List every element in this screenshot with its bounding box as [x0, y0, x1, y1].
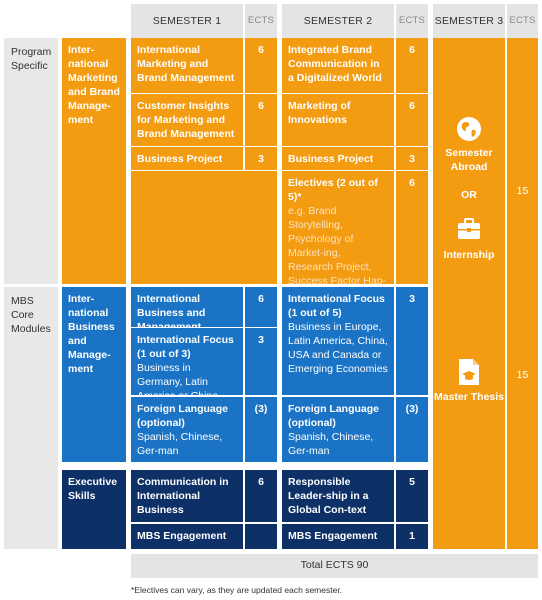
- ects-s2-business-project: 3: [396, 146, 428, 170]
- internship-label: Internship: [443, 249, 495, 261]
- master-thesis-label: Master Thesis: [433, 391, 505, 403]
- module-s1-communication: Communication in International Business: [131, 470, 243, 522]
- row-label-mbs-core: MBS Core Modules: [4, 287, 58, 549]
- ects-s1-communication: 6: [245, 470, 277, 522]
- track-executive-skills: Executive Skills: [62, 470, 126, 549]
- module-s1-foreign-language: Foreign Language (optional) Spanish, Chi…: [131, 396, 243, 462]
- ects-s1-intl-marketing: 6: [245, 38, 277, 94]
- module-s1-customer-insights: Customer Insights for Marketing and Bran…: [131, 93, 243, 146]
- header-ects-2: ECTS: [396, 4, 428, 38]
- module-s2-marketing-innovations: Marketing of Innovations: [282, 93, 394, 146]
- ects-s2-foreign-language: (3): [396, 396, 428, 462]
- ects-s2-marketing-innovations: 6: [396, 93, 428, 146]
- module-s1-intl-business: International Business and Management: [131, 287, 243, 333]
- ects-s1-intl-focus: 3: [245, 327, 277, 395]
- ects-s2-intl-focus: 3: [396, 287, 428, 395]
- header-ects-1: ECTS: [245, 4, 277, 38]
- electives-title: Electives (2 out of 5)*: [288, 177, 378, 203]
- header-semester-2: SEMESTER 2: [282, 4, 394, 38]
- header-semester-1: SEMESTER 1: [131, 4, 243, 38]
- module-s1-intl-marketing: International Marketing and Brand Manage…: [131, 38, 243, 94]
- module-s2-intl-focus: International Focus (1 out of 5) Busines…: [282, 287, 394, 395]
- empty-slot-s1: [131, 170, 277, 284]
- electives-footnote: *Electives can vary, as they are updated…: [131, 585, 343, 595]
- ects-s2-mbs-engagement: 1: [396, 524, 428, 549]
- ects-s1-business-project: 3: [245, 146, 277, 170]
- foreign-language-s2-detail: Spanish, Chinese, Ger-man: [288, 431, 374, 457]
- module-s2-mbs-engagement: MBS Engagement: [282, 524, 394, 549]
- module-s2-business-project: Business Project: [282, 146, 394, 170]
- ects-semester-abroad: 15: [516, 185, 529, 197]
- intl-focus-s2-title: International Focus (1 out of 5): [288, 293, 385, 319]
- ects-s1-customer-insights: 6: [245, 93, 277, 146]
- ects-s2-responsible-leadership: 5: [396, 470, 428, 522]
- ects-s2-integrated-brand: 6: [396, 38, 428, 94]
- semester-3-column: Semester Abroad OR Internship Master The…: [433, 38, 505, 549]
- row-label-program-specific: Program Specific: [4, 38, 58, 284]
- document-graduation-icon: [459, 359, 479, 385]
- globe-icon: [457, 117, 481, 141]
- ects-s1-mbs-engagement: [245, 524, 277, 549]
- foreign-language-s2-title: Foreign Language (optional): [288, 403, 380, 429]
- intl-focus-s2-detail: Business in Europe, Latin America, China…: [288, 321, 388, 375]
- foreign-language-s1-title: Foreign Language (optional): [137, 403, 229, 429]
- module-s2-responsible-leadership: Responsible Leader-ship in a Global Con-…: [282, 470, 394, 522]
- module-s1-intl-focus: International Focus (1 out of 3) Busines…: [131, 327, 243, 402]
- semester-3-ects-column: 15 15: [507, 38, 538, 549]
- ects-s1-intl-business: 6: [245, 287, 277, 327]
- module-s2-foreign-language: Foreign Language (optional) Spanish, Chi…: [282, 396, 394, 462]
- ects-s2-electives: 6: [396, 170, 428, 284]
- briefcase-icon: [458, 218, 480, 239]
- foreign-language-s1-detail: Spanish, Chinese, Ger-man: [137, 431, 223, 457]
- intl-focus-s1-title: International Focus (1 out of 3): [137, 334, 234, 360]
- header-ects-3: ECTS: [507, 4, 538, 38]
- module-s2-integrated-brand: Integrated Brand Communication in a Digi…: [282, 38, 394, 94]
- module-s1-business-project: Business Project: [131, 146, 243, 170]
- module-s2-electives: Electives (2 out of 5)* e.g. Brand Story…: [282, 170, 394, 315]
- semester-abroad-label: Semester Abroad: [445, 147, 493, 173]
- or-label: OR: [461, 189, 477, 201]
- total-ects-bar: Total ECTS 90: [131, 554, 538, 578]
- module-s1-mbs-engagement: MBS Engagement: [131, 524, 243, 549]
- track-intl-business-management: Inter-national Business and Manage-ment: [62, 287, 126, 462]
- track-marketing-brand-management: Inter-national Marketing and Brand Manag…: [62, 38, 126, 284]
- ects-s1-foreign-language: (3): [245, 396, 277, 462]
- ects-master-thesis: 15: [516, 369, 529, 381]
- header-semester-3: SEMESTER 3: [433, 4, 505, 38]
